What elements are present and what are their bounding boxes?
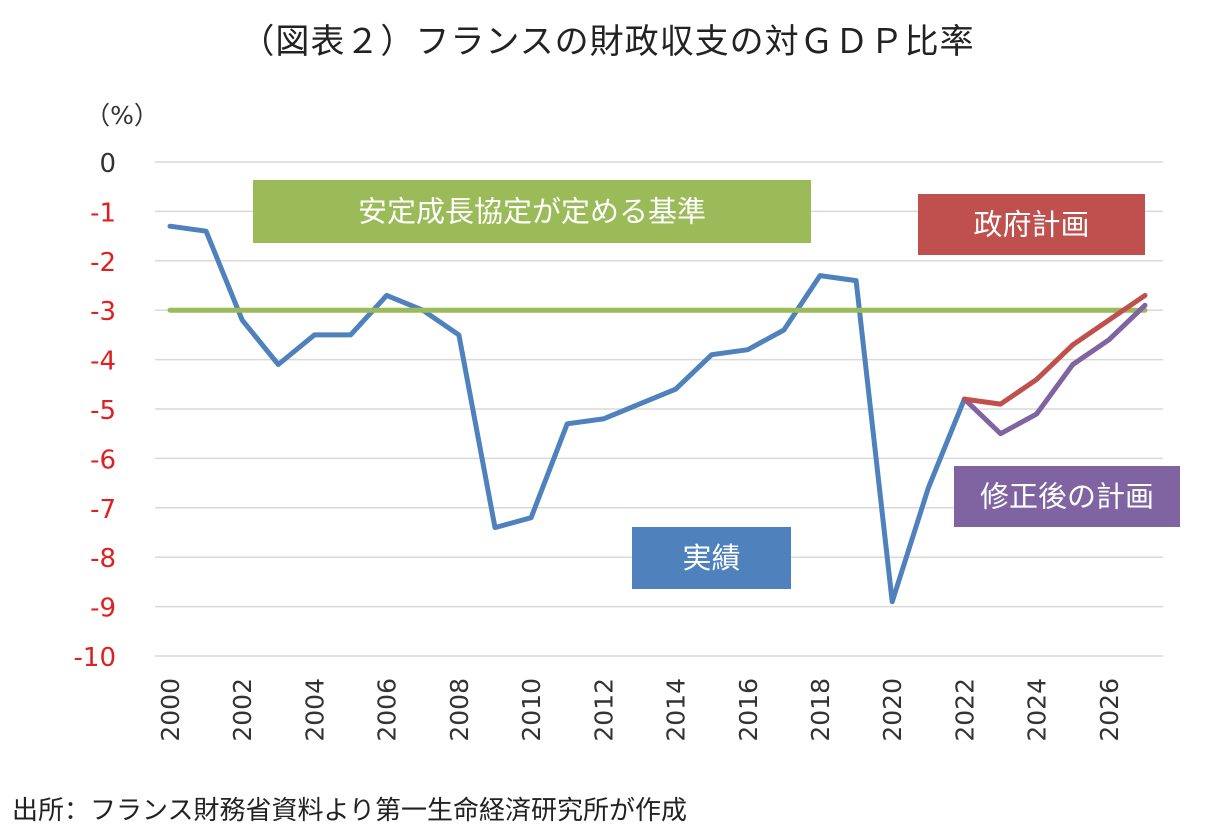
series-label-box <box>253 180 811 243</box>
x-tick-label: 2016 <box>734 678 763 742</box>
x-tick-label: 2024 <box>1023 678 1052 742</box>
x-axis-ticks: 2000 2002 2004 2006 2008 2010 2012 2014 2016 2018… <box>156 678 1124 742</box>
series-label-text: 安定成長協定が定める基準 <box>358 195 706 229</box>
x-tick-label: 2020 <box>878 678 907 742</box>
series-label-box <box>632 527 791 589</box>
y-tick-label: -2 <box>90 248 116 278</box>
x-tick-label: 2014 <box>662 678 691 742</box>
series-label-box <box>954 466 1180 527</box>
series-line <box>961 292 1148 407</box>
x-tick-label: 2026 <box>1095 678 1124 742</box>
y-tick-label: -1 <box>90 198 116 228</box>
series-label-text: 実績 <box>682 541 740 575</box>
y-tick-label: 0 <box>99 149 116 179</box>
x-tick-label: 2018 <box>806 678 835 742</box>
series-lines <box>167 223 1148 605</box>
series-label-text: 修正後の計画 <box>980 480 1154 514</box>
y-axis-label: （%） <box>85 101 159 130</box>
y-axis-ticks: 0 -1 -2 -3 -4 -5 -6 -7 -8 -9 -10 <box>74 149 116 673</box>
x-tick-label: 2010 <box>517 678 546 742</box>
y-tick-label: -10 <box>74 643 116 673</box>
series-line <box>167 223 967 605</box>
x-tick-label: 2002 <box>228 678 257 742</box>
x-tick-label: 2006 <box>373 678 402 742</box>
source-note: 出所：フランス財務省資料より第一生命経済研究所が作成 <box>12 796 687 826</box>
series-label-text: 政府計画 <box>973 208 1089 242</box>
series-label-box <box>918 194 1145 255</box>
chart-title: （図表２）フランスの財政収支の対ＧＤＰ比率 <box>240 22 975 62</box>
x-tick-label: 2022 <box>950 678 979 742</box>
x-tick-label: 2004 <box>300 678 329 742</box>
y-tick-label: -8 <box>90 544 116 574</box>
x-tick-label: 2008 <box>445 678 474 742</box>
y-tick-label: -9 <box>90 594 116 624</box>
y-tick-label: -5 <box>90 396 116 426</box>
y-tick-label: -3 <box>90 297 116 327</box>
x-tick-label: 2012 <box>589 678 618 742</box>
series-line <box>961 302 1148 437</box>
y-tick-label: -4 <box>90 347 116 377</box>
y-tick-label: -6 <box>90 445 116 475</box>
x-tick-label: 2000 <box>156 678 185 742</box>
y-tick-label: -7 <box>90 495 116 525</box>
